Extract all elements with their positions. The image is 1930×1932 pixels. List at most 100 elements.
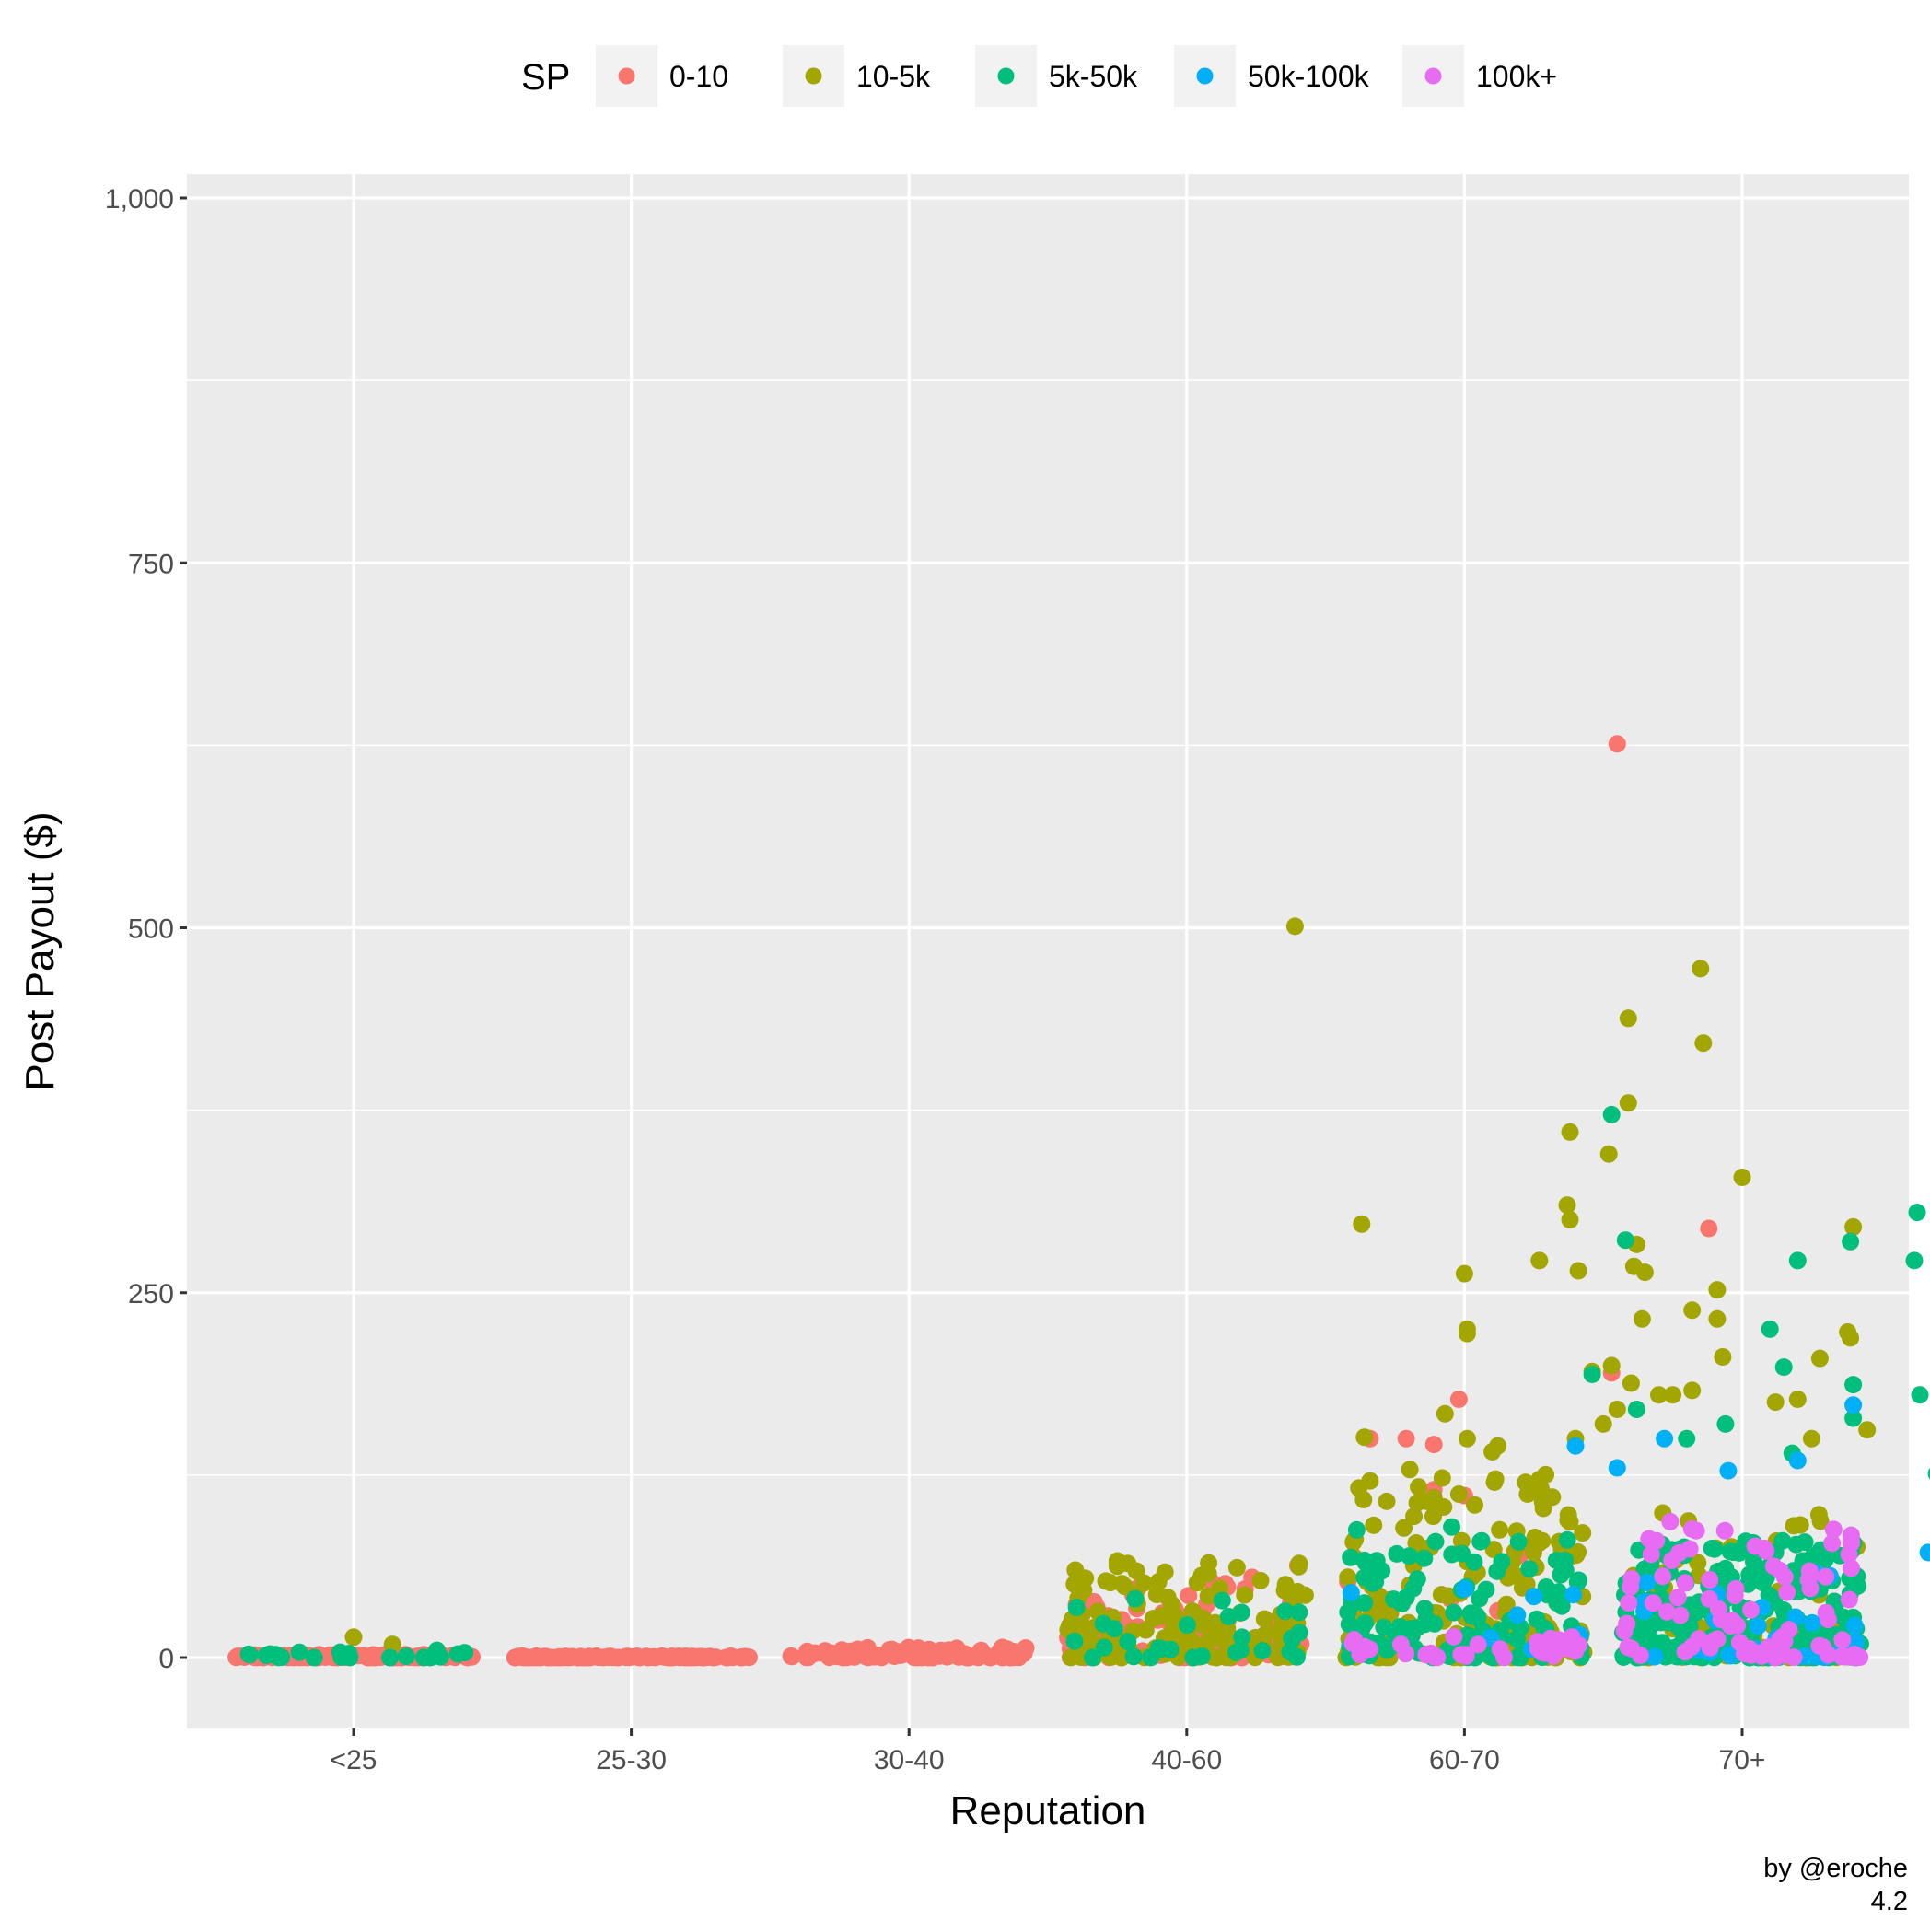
data-point (1253, 1642, 1272, 1660)
data-point (1824, 1520, 1843, 1539)
data-point (1694, 1034, 1713, 1053)
data-point (1823, 1534, 1842, 1553)
data-point (1805, 1547, 1823, 1565)
y-tick-label: 250 (128, 1279, 174, 1309)
data-point (1919, 1543, 1930, 1562)
data-points (227, 735, 1930, 1667)
data-point (1608, 1401, 1626, 1418)
y-tick-label: 500 (128, 914, 174, 945)
data-point (1733, 1169, 1751, 1186)
data-point (1288, 1647, 1306, 1666)
data-point (1764, 1557, 1783, 1576)
data-point (1377, 1639, 1395, 1658)
grid-major (187, 174, 1909, 1728)
data-point (1719, 1461, 1738, 1480)
data-point (1640, 1530, 1658, 1548)
data-point (1704, 1632, 1723, 1650)
data-point (1644, 1594, 1662, 1612)
plot-panel (187, 174, 1909, 1728)
legend-key-dot-icon (618, 67, 635, 85)
data-point (717, 1648, 736, 1667)
data-point (1283, 1629, 1301, 1647)
data-point (1445, 1603, 1463, 1622)
data-point (1564, 1586, 1583, 1604)
data-point (1405, 1507, 1424, 1526)
y-tick-label: 750 (128, 549, 174, 579)
data-point (1457, 1647, 1475, 1665)
data-point (646, 1648, 664, 1667)
data-point (1833, 1631, 1852, 1649)
data-point (1566, 1437, 1585, 1455)
data-point (1845, 1616, 1864, 1635)
data-point (1375, 1618, 1393, 1636)
data-point (1541, 1629, 1560, 1647)
data-point (1408, 1570, 1426, 1589)
data-point (305, 1648, 323, 1667)
data-point (1410, 1478, 1427, 1496)
data-point (1708, 1309, 1727, 1328)
data-point (1742, 1600, 1760, 1619)
data-point (1077, 1620, 1096, 1638)
data-point (1761, 1320, 1779, 1338)
data-point (1142, 1648, 1160, 1667)
data-point (1622, 1639, 1641, 1658)
data-point (1635, 1263, 1654, 1282)
data-point (1149, 1573, 1168, 1591)
data-point (885, 1647, 903, 1665)
data-point (1525, 1588, 1543, 1606)
data-point (1124, 1647, 1143, 1666)
data-point (456, 1644, 474, 1662)
data-point (1119, 1633, 1137, 1651)
data-point (1622, 1374, 1640, 1392)
data-point (1633, 1309, 1651, 1328)
data-point (1472, 1531, 1491, 1550)
data-point (906, 1640, 924, 1658)
data-point (799, 1648, 818, 1667)
data-point (552, 1648, 570, 1667)
data-point (1774, 1646, 1793, 1664)
data-point (1391, 1635, 1410, 1654)
data-point (1735, 1645, 1753, 1663)
data-point (1561, 1123, 1579, 1141)
x-axis-title: Reputation (950, 1788, 1146, 1833)
data-point (1844, 1217, 1863, 1236)
data-point (1127, 1562, 1145, 1580)
data-point (1683, 1381, 1702, 1400)
data-point (1164, 1605, 1182, 1624)
data-point (1388, 1544, 1406, 1563)
data-point (1233, 1628, 1251, 1647)
data-point (1680, 1540, 1699, 1558)
legend-item: 50k-100k (1174, 45, 1370, 107)
x-tick-label: 70+ (1719, 1745, 1766, 1775)
legend: SP 0-10 10-5k 5k-50k 50k-100k 100k+ (521, 45, 1557, 107)
data-point (1627, 1401, 1645, 1418)
data-point (1715, 1521, 1734, 1540)
data-point (517, 1648, 536, 1667)
data-point (732, 1648, 750, 1667)
legend-label: 10-5k (856, 60, 931, 93)
data-point (1236, 1586, 1254, 1604)
data-point (1716, 1559, 1735, 1577)
data-point (1365, 1516, 1383, 1534)
data-point (1656, 1429, 1674, 1448)
data-point (834, 1648, 853, 1667)
data-point (1126, 1589, 1145, 1608)
data-point (1778, 1583, 1796, 1601)
y-axis-title: Post Payout ($) (17, 811, 63, 1090)
data-point (1819, 1611, 1837, 1629)
data-point (1599, 1145, 1618, 1163)
data-point (1415, 1549, 1434, 1567)
data-point (1620, 1594, 1638, 1612)
legend-key-dot-icon (805, 67, 822, 85)
data-point (1844, 1376, 1863, 1394)
data-point (994, 1648, 1012, 1667)
data-point (1202, 1626, 1220, 1645)
data-point (267, 1646, 285, 1664)
data-point (1509, 1532, 1528, 1551)
data-point (1456, 1580, 1474, 1598)
data-point (1491, 1640, 1509, 1658)
x-tick-label: 30-40 (874, 1745, 945, 1775)
data-point (1285, 917, 1304, 936)
data-point (1426, 1532, 1445, 1551)
data-point (1489, 1437, 1507, 1455)
